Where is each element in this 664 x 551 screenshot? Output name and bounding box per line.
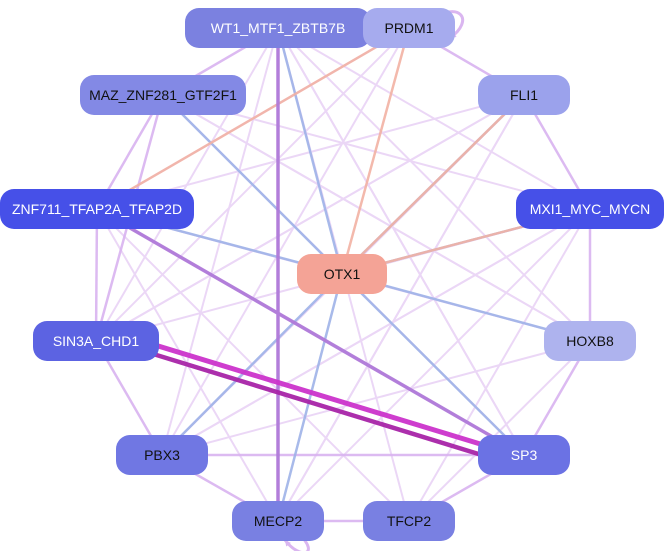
network-graph-canvas: WT1_MTF1_ZBTB7B PRDM1 FLI1 MXI1_MYC_MYCN… [0,0,664,551]
node-otx1[interactable]: OTX1 [297,254,387,294]
node-pbx3[interactable]: PBX3 [116,435,208,475]
node-sin3a-chd1[interactable]: SIN3A_CHD1 [33,321,159,361]
node-znf711-tfap2a-tfap2d[interactable]: ZNF711_TFAP2A_TFAP2D [0,189,194,229]
node-sp3[interactable]: SP3 [478,435,570,475]
node-maz-znf281-gtf2f1[interactable]: MAZ_ZNF281_GTF2F1 [80,75,246,115]
node-fli1[interactable]: FLI1 [478,75,570,115]
node-wt1-mtf1-zbtb7b[interactable]: WT1_MTF1_ZBTB7B [185,8,371,48]
node-hoxb8[interactable]: HOXB8 [544,321,636,361]
node-mxi1-myc-mycn[interactable]: MXI1_MYC_MYCN [516,189,664,229]
node-mecp2[interactable]: MECP2 [232,501,324,541]
node-tfcp2[interactable]: TFCP2 [363,501,455,541]
node-prdm1[interactable]: PRDM1 [363,8,455,48]
